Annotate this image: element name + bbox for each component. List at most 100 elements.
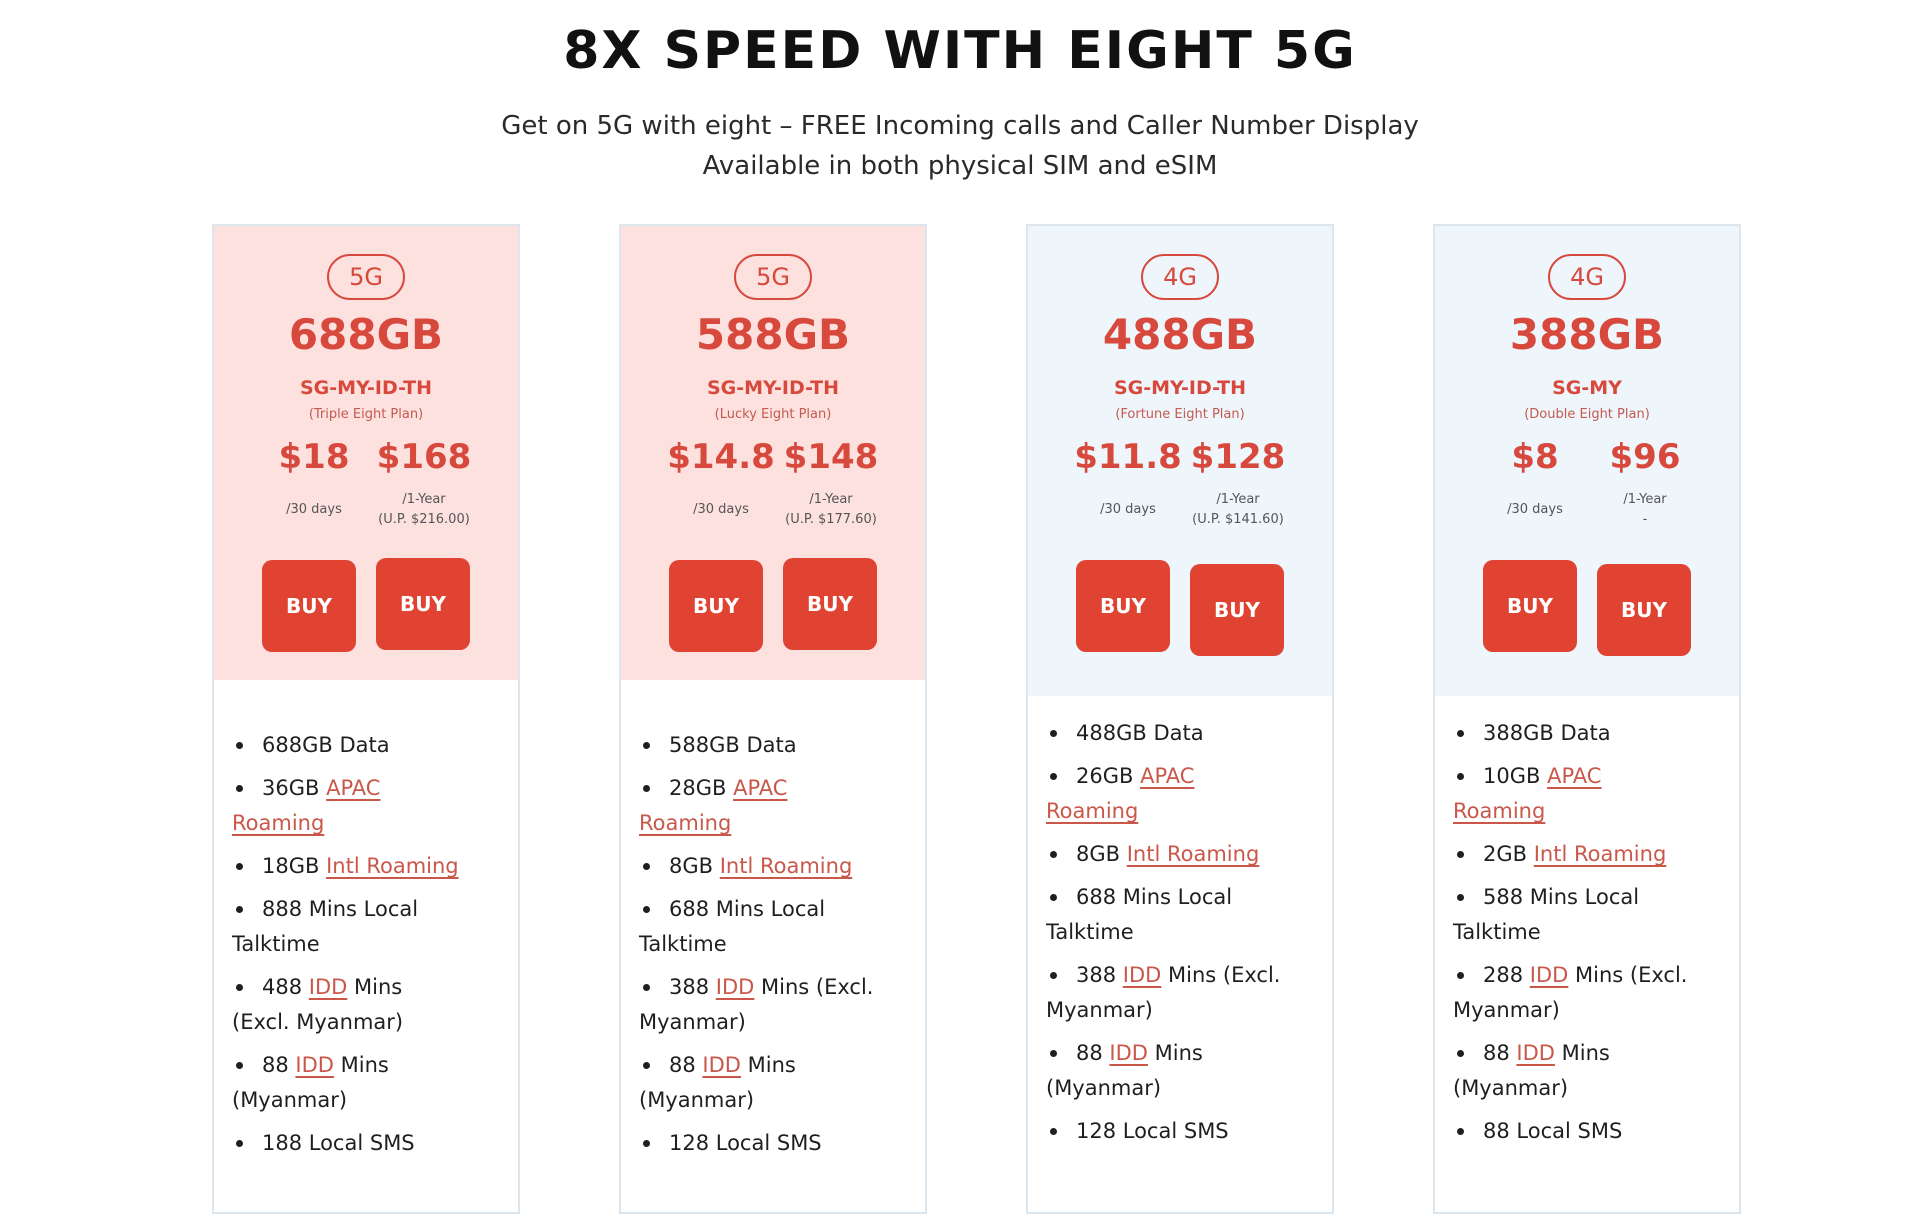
buy-monthly-button[interactable]: BUY [262, 560, 356, 652]
apac-link[interactable]: APAC [1140, 764, 1195, 788]
yearly-price: $148 [783, 437, 879, 477]
apac-link[interactable]: APAC [326, 776, 381, 800]
plan-header: 5G 588GB SG-MY-ID-TH (Lucky Eight Plan) … [621, 226, 925, 680]
idd-link[interactable]: IDD [1516, 1041, 1555, 1065]
monthly-price: $8 [1511, 437, 1559, 477]
buy-monthly-button[interactable]: BUY [1483, 560, 1577, 652]
plan-card-388gb: 4G 388GB SG-MY (Double Eight Plan) $8 /3… [1433, 224, 1741, 1214]
feature-intl-roaming: 8GB Intl Roaming [1050, 837, 1294, 872]
plan-header: 5G 688GB SG-MY-ID-TH (Triple Eight Plan)… [214, 226, 518, 680]
feature-idd-myanmar: 88 IDD Mins (Myanmar) [639, 1048, 887, 1118]
feature-apac-roaming: 10GB APAC Roaming [1453, 759, 1701, 829]
feature-idd-myanmar: 88 IDD Mins (Myanmar) [1453, 1036, 1701, 1106]
monthly-price-column: $18 /30 days [254, 436, 374, 520]
yearly-price-column: $96 /1-Year - [1585, 436, 1705, 530]
yearly-price: $168 [376, 437, 472, 477]
monthly-period: /30 days [286, 502, 342, 517]
idd-link[interactable]: IDD [1109, 1041, 1148, 1065]
intl-roaming-link[interactable]: Intl Roaming [1126, 842, 1260, 866]
yearly-usual-price: (U.P. $141.60) [1192, 512, 1284, 527]
network-badge: 4G [1141, 254, 1219, 300]
roaming-link[interactable]: Roaming [1453, 799, 1546, 823]
idd-link[interactable]: IDD [295, 1053, 334, 1077]
idd-link[interactable]: IDD [1529, 963, 1569, 987]
page-header: 8X SPEED WITH EIGHT 5G Get on 5G with ei… [0, 0, 1920, 186]
plan-region: SG-MY-ID-TH [706, 377, 840, 399]
plan-card-688gb: 5G 688GB SG-MY-ID-TH (Triple Eight Plan)… [212, 224, 520, 1214]
yearly-price-column: $168 /1-Year (U.P. $216.00) [364, 436, 484, 530]
plan-card-588gb: 5G 588GB SG-MY-ID-TH (Lucky Eight Plan) … [619, 224, 927, 1214]
idd-link[interactable]: IDD [702, 1053, 741, 1077]
plan-header: 4G 488GB SG-MY-ID-TH (Fortune Eight Plan… [1028, 226, 1332, 696]
intl-roaming-link[interactable]: Intl Roaming [719, 854, 853, 878]
buy-yearly-button[interactable]: BUY [1190, 564, 1284, 656]
plan-name: (Triple Eight Plan) [308, 407, 424, 422]
buy-monthly-button[interactable]: BUY [1076, 560, 1170, 652]
plan-name: (Lucky Eight Plan) [714, 407, 832, 422]
subtitle-line-1: Get on 5G with eight – FREE Incoming cal… [501, 111, 1419, 141]
feature-sms: 188 Local SMS [236, 1126, 480, 1161]
roaming-link[interactable]: Roaming [639, 811, 732, 835]
plan-name: (Double Eight Plan) [1524, 407, 1650, 422]
monthly-price-column: $11.8 /30 days [1068, 436, 1188, 520]
yearly-period-label: /1-Year [1623, 492, 1667, 507]
intl-roaming-link[interactable]: Intl Roaming [326, 854, 459, 878]
yearly-period: /1-Year (U.P. $177.60) [771, 490, 891, 530]
plan-region: SG-MY [1552, 377, 1622, 399]
data-amount: 688GB [288, 310, 444, 359]
yearly-price: $96 [1609, 437, 1681, 477]
feature-list: 688GB Data 36GB APAC Roaming 18GB Intl Ro… [214, 680, 518, 1161]
feature-data: 388GB Data [1457, 716, 1701, 751]
feature-sms: 128 Local SMS [1050, 1114, 1294, 1149]
monthly-period: /30 days [693, 502, 749, 517]
roaming-link[interactable]: Roaming [1046, 799, 1139, 823]
feature-idd-excl: 288 IDD Mins (Excl. Myanmar) [1453, 958, 1701, 1028]
roaming-link[interactable]: Roaming [232, 811, 325, 835]
idd-link[interactable]: IDD [715, 975, 755, 999]
apac-link[interactable]: APAC [733, 776, 788, 800]
yearly-period: /1-Year - [1585, 490, 1705, 530]
feature-intl-roaming: 18GB Intl Roaming [236, 849, 480, 884]
yearly-usual-price: - [1642, 512, 1648, 527]
idd-link[interactable]: IDD [308, 975, 348, 999]
feature-intl-roaming: 2GB Intl Roaming [1457, 837, 1701, 872]
price-section: $18 /30 days $168 /1-Year (U.P. $216.00)… [214, 436, 518, 652]
apac-link[interactable]: APAC [1547, 764, 1602, 788]
yearly-period: /1-Year (U.P. $141.60) [1178, 490, 1298, 530]
yearly-period-label: /1-Year [402, 492, 446, 507]
yearly-price-column: $148 /1-Year (U.P. $177.60) [771, 436, 891, 530]
monthly-price: $18 [278, 437, 350, 477]
feature-idd-excl: 488 IDD Mins (Excl. Myanmar) [232, 970, 480, 1040]
page-title: 8X SPEED WITH EIGHT 5G [563, 21, 1357, 81]
feature-apac-roaming: 26GB APAC Roaming [1046, 759, 1294, 829]
feature-local-mins: 888 Mins Local Talktime [232, 892, 480, 962]
intl-roaming-link[interactable]: Intl Roaming [1533, 842, 1667, 866]
yearly-period-label: /1-Year [1216, 492, 1260, 507]
buy-monthly-button[interactable]: BUY [669, 560, 763, 652]
monthly-price: $14.8 [667, 437, 775, 477]
buy-yearly-button[interactable]: BUY [1597, 564, 1691, 656]
yearly-period-label: /1-Year [809, 492, 853, 507]
feature-idd-myanmar: 88 IDD Mins (Myanmar) [1046, 1036, 1294, 1106]
network-badge: 4G [1548, 254, 1626, 300]
yearly-usual-price: (U.P. $216.00) [378, 512, 470, 527]
plan-header: 4G 388GB SG-MY (Double Eight Plan) $8 /3… [1435, 226, 1739, 696]
monthly-price-column: $8 /30 days [1475, 436, 1595, 520]
plan-name: (Fortune Eight Plan) [1115, 407, 1245, 422]
subtitle-line-2: Available in both physical SIM and eSIM [702, 151, 1218, 181]
idd-link[interactable]: IDD [1122, 963, 1162, 987]
feature-local-mins: 688 Mins Local Talktime [1046, 880, 1294, 950]
network-badge: 5G [734, 254, 812, 300]
price-section: $14.8 /30 days $148 /1-Year (U.P. $177.6… [621, 436, 925, 652]
plan-region: SG-MY-ID-TH [299, 377, 433, 399]
yearly-period: /1-Year (U.P. $216.00) [364, 490, 484, 530]
feature-apac-roaming: 28GB APAC Roaming [639, 771, 887, 841]
feature-local-mins: 688 Mins Local Talktime [639, 892, 887, 962]
data-amount: 488GB [1102, 310, 1258, 359]
feature-idd-excl: 388 IDD Mins (Excl. Myanmar) [1046, 958, 1294, 1028]
plan-card-488gb: 4G 488GB SG-MY-ID-TH (Fortune Eight Plan… [1026, 224, 1334, 1214]
buy-yearly-button[interactable]: BUY [376, 558, 470, 650]
feature-local-mins: 588 Mins Local Talktime [1453, 880, 1701, 950]
feature-idd-excl: 388 IDD Mins (Excl. Myanmar) [639, 970, 887, 1040]
buy-yearly-button[interactable]: BUY [783, 558, 877, 650]
